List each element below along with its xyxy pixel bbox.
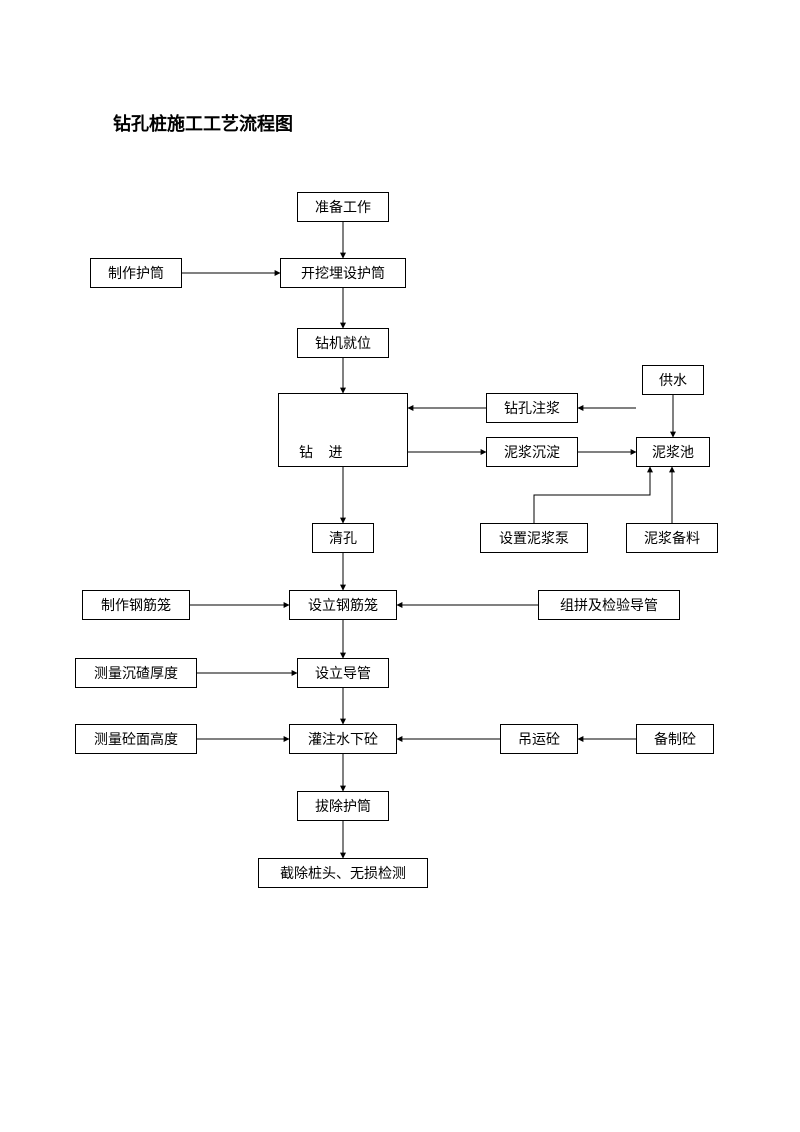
node-n16: 测量沉碴厚度 [75, 658, 197, 688]
node-n19: 灌注水下砼 [289, 724, 397, 754]
node-n22: 拔除护筒 [297, 791, 389, 821]
edges-layer [0, 0, 800, 1132]
node-n13: 制作钢筋笼 [82, 590, 190, 620]
node-n14: 设立钢筋笼 [289, 590, 397, 620]
node-n15: 组拼及检验导管 [538, 590, 680, 620]
page-title: 钻孔桩施工工艺流程图 [113, 110, 293, 136]
node-n6: 钻孔注浆 [486, 393, 578, 423]
node-n20: 吊运砼 [500, 724, 578, 754]
node-n4: 钻机就位 [297, 328, 389, 358]
node-n5: 钻 进 [278, 393, 408, 467]
node-n23: 截除桩头、无损检测 [258, 858, 428, 888]
node-n21: 备制砼 [636, 724, 714, 754]
node-n11: 泥浆备料 [626, 523, 718, 553]
node-n17: 设立导管 [297, 658, 389, 688]
node-n18: 测量砼面高度 [75, 724, 197, 754]
node-n2: 制作护筒 [90, 258, 182, 288]
node-n7: 供水 [642, 365, 704, 395]
node-n12: 清孔 [312, 523, 374, 553]
node-n9: 泥浆池 [636, 437, 710, 467]
node-n10: 设置泥浆泵 [480, 523, 588, 553]
node-n8: 泥浆沉淀 [486, 437, 578, 467]
node-n3: 开挖埋设护筒 [280, 258, 406, 288]
node-n1: 准备工作 [297, 192, 389, 222]
edge [534, 467, 650, 523]
